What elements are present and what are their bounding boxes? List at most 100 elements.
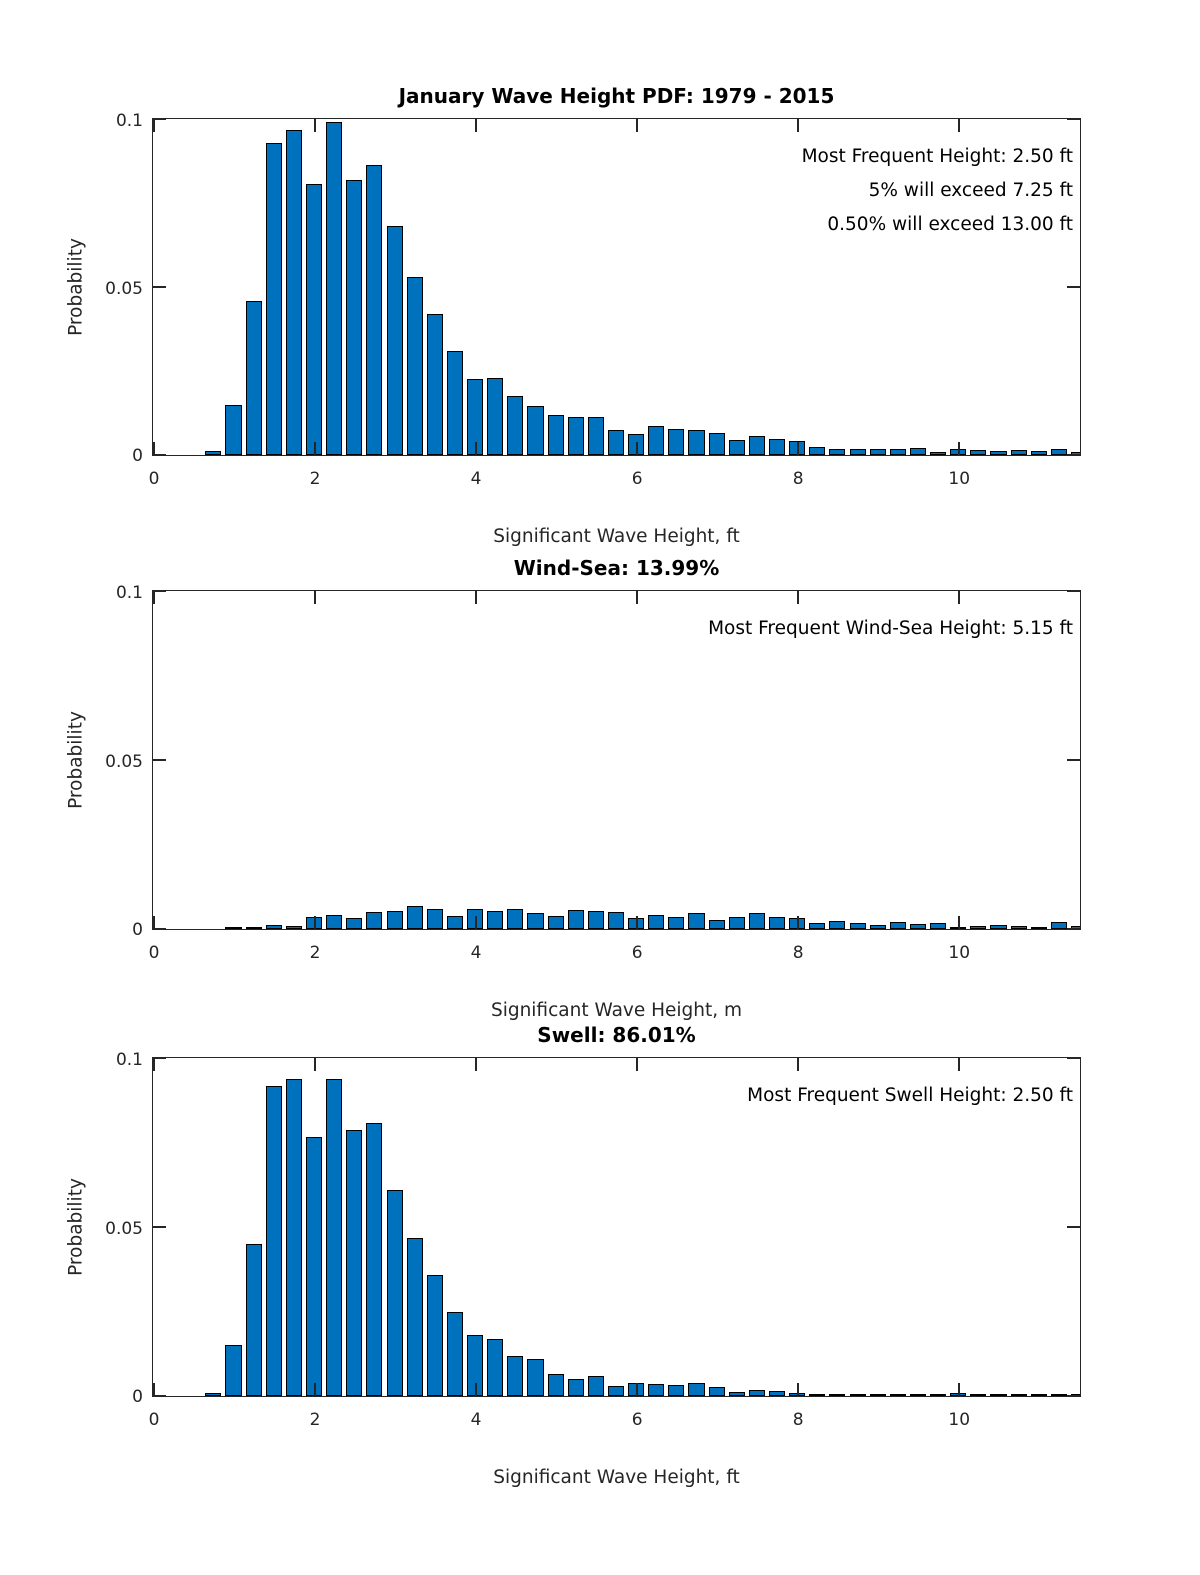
histogram-bar xyxy=(829,448,846,455)
histogram-bar xyxy=(547,1374,564,1396)
histogram-bar xyxy=(507,908,524,929)
histogram-bar xyxy=(648,915,665,929)
x-tick-label: 4 xyxy=(470,943,482,963)
x-tick-label: 8 xyxy=(792,943,804,963)
histogram-bar xyxy=(326,1079,343,1396)
x-tick xyxy=(153,591,155,604)
x-tick xyxy=(475,916,477,929)
histogram-bar xyxy=(446,916,464,929)
histogram-bar xyxy=(970,1394,987,1396)
histogram-bar xyxy=(829,921,846,929)
x-tick xyxy=(314,442,316,455)
y-tick xyxy=(153,453,166,455)
x-tick xyxy=(314,591,316,604)
x-tick xyxy=(797,916,799,929)
histogram-bar xyxy=(789,1392,806,1396)
histogram-bar xyxy=(426,909,443,929)
histogram-bar xyxy=(648,426,665,455)
histogram-bar xyxy=(930,452,947,455)
x-tick xyxy=(475,1058,477,1071)
y-tick xyxy=(1067,1394,1080,1396)
x-tick xyxy=(958,1383,960,1396)
histogram-bar xyxy=(1050,1394,1067,1396)
histogram-bar xyxy=(386,225,403,455)
histogram-bar xyxy=(527,913,544,929)
histogram-bar xyxy=(970,450,987,455)
x-tick xyxy=(958,119,960,132)
x-tick xyxy=(475,119,477,132)
y-axis-label: Probability xyxy=(65,1178,87,1276)
histogram-bar xyxy=(587,1375,604,1396)
histogram-bar xyxy=(426,314,443,455)
histogram-bar xyxy=(346,917,363,929)
y-tick xyxy=(153,286,166,288)
x-tick xyxy=(314,119,316,132)
histogram-bar xyxy=(487,911,504,929)
x-tick xyxy=(475,442,477,455)
histogram-bar xyxy=(809,446,826,455)
histogram-bar xyxy=(1050,922,1067,929)
histogram-bar xyxy=(1030,451,1047,455)
annotation-most-frequent-swell: Most Frequent Swell Height: 2.50 ft xyxy=(747,1085,1073,1106)
plot-area xyxy=(152,590,1081,930)
x-tick xyxy=(797,1383,799,1396)
histogram-bar xyxy=(728,1391,745,1396)
histogram-bar xyxy=(567,1379,584,1396)
histogram-bar xyxy=(487,1338,504,1396)
histogram-bar xyxy=(607,912,625,929)
histogram-bar xyxy=(889,921,906,929)
histogram-bar xyxy=(446,351,464,455)
histogram-bar xyxy=(607,429,625,455)
histogram-bar xyxy=(406,1237,423,1396)
histogram-bar xyxy=(768,916,786,929)
x-tick-label: 0 xyxy=(148,943,160,963)
x-tick xyxy=(314,1058,316,1071)
x-tick xyxy=(475,1383,477,1396)
y-tick-label: 0 xyxy=(132,1387,143,1407)
x-tick-label: 10 xyxy=(948,469,971,489)
histogram-bar xyxy=(688,429,705,455)
histogram-bar xyxy=(587,417,604,455)
histogram-bar xyxy=(708,919,725,929)
annotations: Most Frequent Height: 2.50 ft 5% will ex… xyxy=(802,140,1073,242)
x-tick xyxy=(636,916,638,929)
y-tick xyxy=(153,759,166,761)
x-tick-label: 2 xyxy=(309,469,321,489)
histogram-bar xyxy=(668,1384,685,1396)
histogram-bar xyxy=(567,910,584,929)
x-tick-label: 8 xyxy=(792,1410,804,1430)
histogram-bar xyxy=(326,914,343,929)
histogram-bar xyxy=(587,910,604,929)
x-tick xyxy=(797,119,799,132)
histogram-bar xyxy=(849,923,866,929)
histogram-bar xyxy=(205,450,222,455)
histogram-bar xyxy=(446,1311,464,1396)
annotations: Most Frequent Swell Height: 2.50 ft xyxy=(747,1079,1073,1113)
y-tick xyxy=(1067,591,1080,592)
histogram-bar xyxy=(1010,449,1027,455)
histogram-bar xyxy=(768,1390,786,1396)
histogram-bar xyxy=(849,448,866,455)
histogram-bar xyxy=(245,927,262,929)
x-tick-label: 0 xyxy=(148,1410,160,1430)
y-tick xyxy=(1067,1058,1080,1059)
histogram-bar xyxy=(366,165,383,455)
histogram-bar xyxy=(668,428,685,455)
y-tick xyxy=(153,1058,166,1059)
histogram-bar xyxy=(708,1386,725,1396)
x-axis-label: Significant Wave Height, m xyxy=(490,1000,743,1021)
x-tick xyxy=(958,591,960,604)
histogram-bar xyxy=(265,1085,282,1396)
y-tick-label: 0.05 xyxy=(105,1218,143,1239)
y-tick-label: 0.1 xyxy=(115,583,143,603)
histogram-bar xyxy=(366,1123,383,1396)
x-tick-label: 4 xyxy=(470,1410,482,1430)
x-tick-label: 6 xyxy=(631,1410,643,1430)
x-tick xyxy=(314,1383,316,1396)
x-tick xyxy=(797,591,799,604)
x-tick xyxy=(636,591,638,604)
histogram-bar xyxy=(285,925,302,929)
annotations: Most Frequent Wind-Sea Height: 5.15 ft xyxy=(708,612,1073,646)
histogram-bar xyxy=(346,1129,363,1396)
histogram-bar xyxy=(527,1358,544,1396)
